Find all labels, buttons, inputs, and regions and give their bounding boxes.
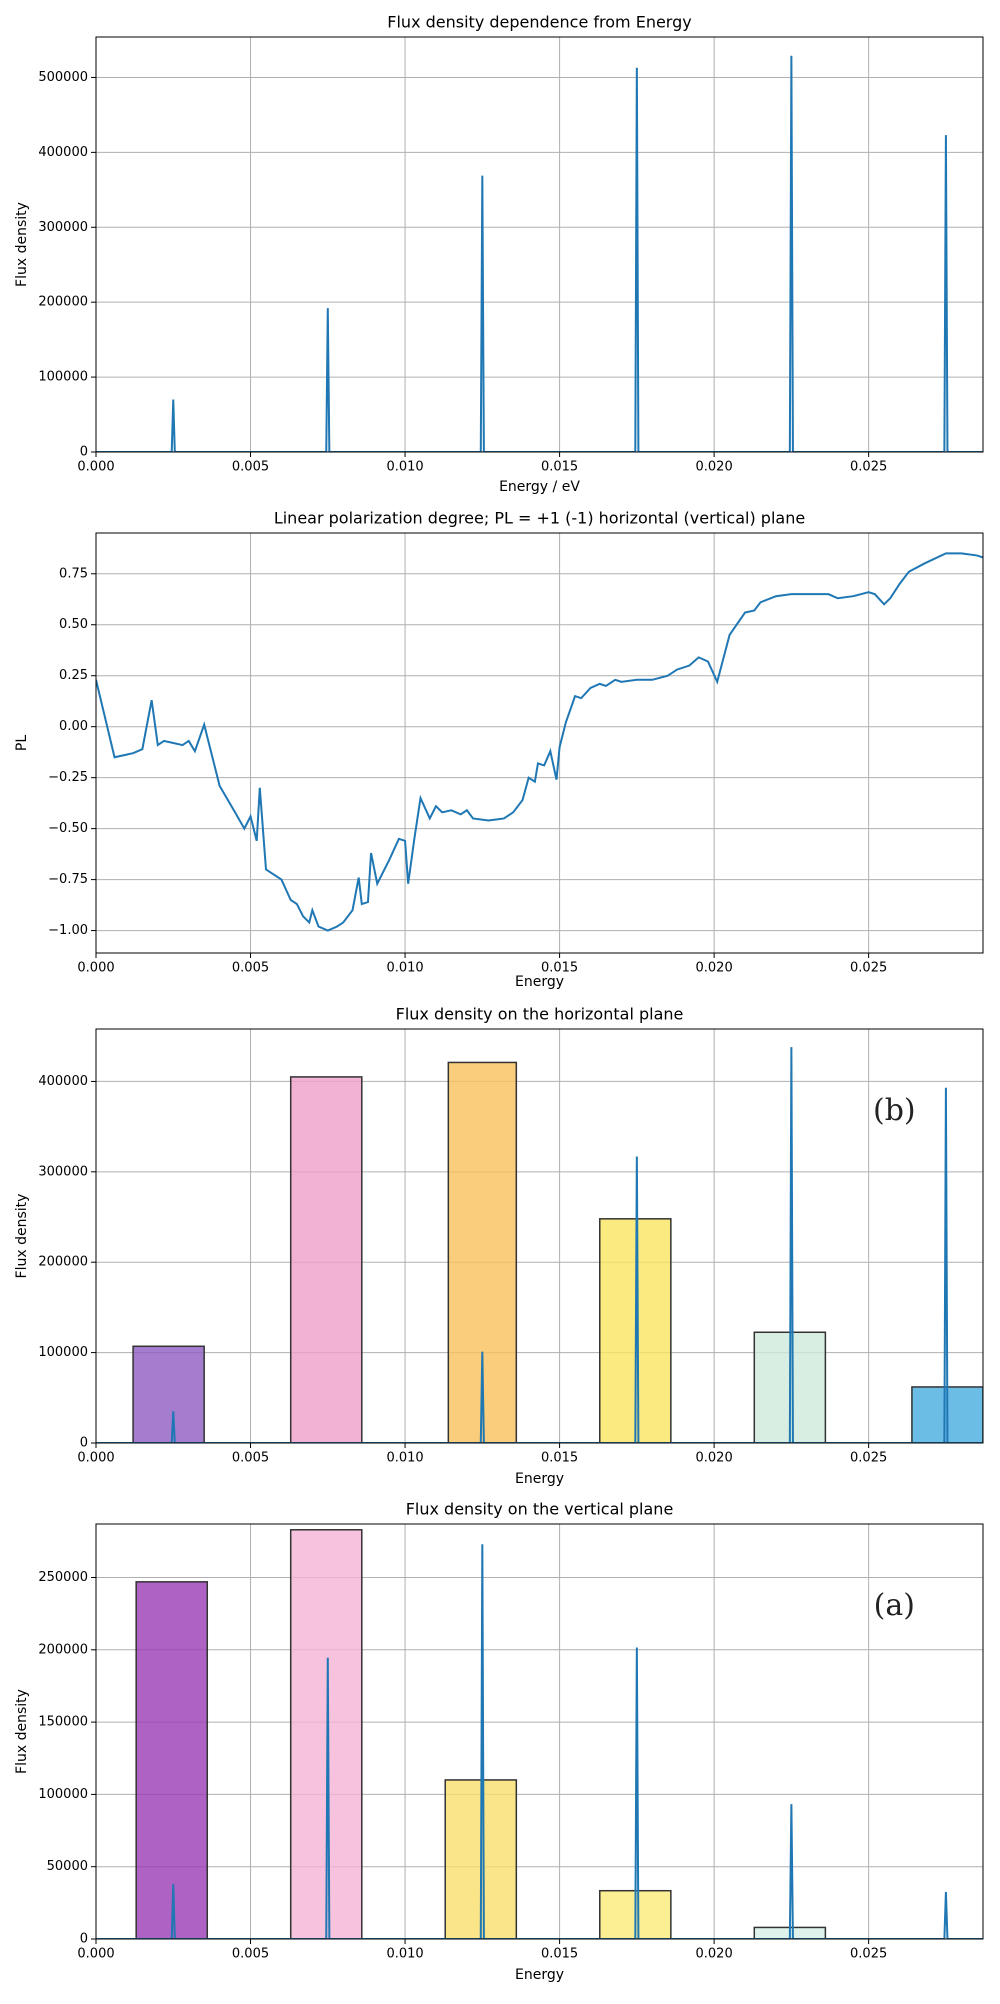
y-tick-label: 200000 (38, 295, 88, 310)
plot-area (96, 1047, 983, 1443)
y-tick-label: 400000 (38, 1074, 88, 1089)
y-tick-label: 0.50 (59, 617, 88, 632)
axes-frame (95, 532, 984, 954)
x-tick-label: 0.005 (232, 460, 269, 475)
y-tick-label: 200000 (38, 1255, 88, 1270)
data-line (96, 552, 983, 932)
y-tick-label: 250000 (38, 1570, 88, 1585)
y-tick-label: −1.00 (48, 923, 88, 938)
x-tick-label: 0.010 (386, 460, 423, 475)
y-tick-label: 100000 (38, 1345, 88, 1360)
y-tick-label: 0.00 (59, 719, 88, 734)
plot-area (96, 1529, 983, 1939)
x-axis-label: Energy (515, 974, 564, 990)
annotation: (b) (873, 1093, 916, 1128)
x-tick-label: 0.000 (77, 1947, 114, 1962)
x-tick-label: 0.020 (696, 1451, 733, 1466)
x-tick-label: 0.015 (541, 961, 578, 976)
x-tick-label: 0.025 (850, 1947, 887, 1962)
chart-title: Flux density on the horizontal plane (396, 1005, 684, 1024)
x-tick-label: 0.010 (386, 961, 423, 976)
bar (135, 1581, 209, 1939)
annotation: (a) (874, 1588, 915, 1623)
y-axis-label: Flux density (14, 202, 30, 287)
subplot: Linear polarization degree; PL = +1 (-1)… (14, 509, 984, 990)
y-tick-label: 0 (80, 1436, 88, 1451)
y-axis-label: Flux density (14, 1194, 30, 1279)
x-axis-label: Energy / eV (499, 479, 580, 495)
axes-frame (95, 1028, 984, 1444)
chart-title: Linear polarization degree; PL = +1 (-1)… (274, 509, 805, 528)
data-line (96, 1544, 983, 1939)
x-tick-label: 0.015 (541, 460, 578, 475)
x-tick-label: 0.020 (696, 460, 733, 475)
y-tick-label: 100000 (38, 1787, 88, 1802)
y-tick-label: 0.25 (59, 668, 88, 683)
chart-title: Flux density on the vertical plane (406, 1500, 674, 1519)
data-line (96, 55, 983, 452)
axes-frame (95, 36, 984, 453)
y-tick-label: 300000 (38, 220, 88, 235)
y-tick-label: 300000 (38, 1164, 88, 1179)
x-tick-label: 0.005 (232, 1451, 269, 1466)
x-tick-label: 0.000 (77, 1451, 114, 1466)
y-tick-label: 0.75 (59, 566, 88, 581)
x-tick-label: 0.010 (386, 1451, 423, 1466)
x-tick-label: 0.020 (696, 1947, 733, 1962)
y-axis-label: PL (14, 735, 30, 751)
x-tick-label: 0.005 (232, 1947, 269, 1962)
x-tick-label: 0.015 (541, 1451, 578, 1466)
x-axis-label: Energy (515, 1471, 564, 1487)
x-tick-label: 0.000 (77, 460, 114, 475)
y-tick-label: 150000 (38, 1715, 88, 1730)
y-tick-label: 200000 (38, 1642, 88, 1657)
y-tick-label: 400000 (38, 145, 88, 160)
data-line (96, 1047, 983, 1443)
x-tick-label: 0.015 (541, 1947, 578, 1962)
x-tick-label: 0.025 (850, 460, 887, 475)
x-tick-label: 0.025 (850, 1451, 887, 1466)
x-tick-label: 0.020 (696, 961, 733, 976)
subplot: Flux density on the horizontal plane Ener… (14, 1005, 984, 1487)
x-tick-label: 0.010 (386, 1947, 423, 1962)
y-tick-label: 50000 (47, 1859, 88, 1874)
bar (132, 1345, 205, 1443)
x-axis-label: Energy (515, 1967, 564, 1983)
x-tick-label: 0.000 (77, 961, 114, 976)
plot-area (96, 552, 983, 932)
bar (289, 1529, 363, 1939)
y-axis-label: Flux density (14, 1689, 30, 1774)
y-tick-label: 0 (80, 445, 88, 460)
y-tick-label: −0.75 (48, 872, 88, 887)
bar (289, 1076, 363, 1443)
y-tick-label: 500000 (38, 70, 88, 85)
subplot: Flux density dependence from Energy Energ… (14, 13, 984, 495)
y-tick-label: −0.25 (48, 770, 88, 785)
plot-area (96, 55, 983, 452)
y-tick-label: 100000 (38, 370, 88, 385)
y-tick-label: 0 (80, 1932, 88, 1947)
axes-frame (95, 1523, 984, 1940)
chart-title: Flux density dependence from Energy (387, 13, 691, 32)
x-tick-label: 0.025 (850, 961, 887, 976)
subplot: Flux density on the vertical plane Energy… (14, 1500, 984, 1983)
y-tick-label: −0.50 (48, 821, 88, 836)
x-tick-label: 0.005 (232, 961, 269, 976)
